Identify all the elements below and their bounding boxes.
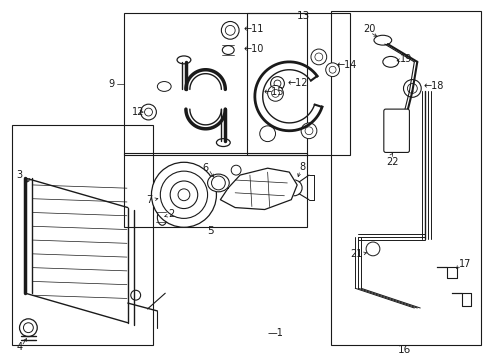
Polygon shape xyxy=(220,168,297,210)
Text: 21: 21 xyxy=(349,249,362,259)
Circle shape xyxy=(211,176,225,190)
Text: 16: 16 xyxy=(397,345,410,355)
Text: 19: 19 xyxy=(399,54,411,64)
Ellipse shape xyxy=(157,82,171,91)
Bar xyxy=(12,125,153,345)
Circle shape xyxy=(221,22,239,39)
Circle shape xyxy=(151,162,216,227)
Circle shape xyxy=(170,181,197,208)
Ellipse shape xyxy=(373,35,391,45)
FancyBboxPatch shape xyxy=(383,109,408,152)
Bar xyxy=(246,13,349,156)
Bar xyxy=(123,13,306,156)
Circle shape xyxy=(366,242,379,256)
Circle shape xyxy=(305,127,312,135)
Circle shape xyxy=(270,77,284,90)
Text: 12: 12 xyxy=(131,107,144,117)
Text: —1: —1 xyxy=(267,328,283,338)
Circle shape xyxy=(267,85,283,101)
Text: 13: 13 xyxy=(297,11,310,21)
Circle shape xyxy=(144,108,152,116)
Circle shape xyxy=(160,171,207,219)
Text: 20: 20 xyxy=(363,24,375,34)
Circle shape xyxy=(271,89,279,97)
Text: ←12: ←12 xyxy=(287,77,307,87)
Text: 3: 3 xyxy=(17,170,22,180)
Circle shape xyxy=(310,49,326,65)
Circle shape xyxy=(328,66,335,73)
Circle shape xyxy=(178,189,189,201)
Circle shape xyxy=(225,26,235,35)
Circle shape xyxy=(20,319,37,337)
Circle shape xyxy=(403,80,420,97)
Text: ←10: ←10 xyxy=(243,44,263,54)
Ellipse shape xyxy=(222,46,234,54)
Circle shape xyxy=(130,290,141,300)
Bar xyxy=(330,11,480,345)
Ellipse shape xyxy=(382,57,398,67)
Circle shape xyxy=(301,123,316,139)
Text: ←11: ←11 xyxy=(243,24,263,34)
Ellipse shape xyxy=(157,210,167,225)
Text: 4: 4 xyxy=(17,342,22,352)
Circle shape xyxy=(259,126,275,141)
Ellipse shape xyxy=(216,139,230,147)
Text: 17: 17 xyxy=(458,259,470,269)
Polygon shape xyxy=(451,293,470,306)
Circle shape xyxy=(273,80,280,87)
Text: 6: 6 xyxy=(202,163,208,173)
Circle shape xyxy=(231,165,241,175)
Circle shape xyxy=(23,323,33,333)
Text: 9: 9 xyxy=(108,78,114,89)
Circle shape xyxy=(141,104,156,120)
Text: 8: 8 xyxy=(299,162,305,172)
Text: ←18: ←18 xyxy=(422,81,443,91)
Text: 22: 22 xyxy=(385,157,397,167)
Circle shape xyxy=(286,180,302,196)
Circle shape xyxy=(325,63,339,77)
Polygon shape xyxy=(436,267,456,278)
Text: ←15: ←15 xyxy=(263,87,284,97)
Circle shape xyxy=(407,84,416,93)
Ellipse shape xyxy=(177,56,190,64)
Text: 5: 5 xyxy=(207,226,213,236)
Bar xyxy=(123,153,306,227)
Text: 2: 2 xyxy=(168,210,174,220)
Ellipse shape xyxy=(207,174,229,192)
Text: ←14: ←14 xyxy=(336,60,356,70)
Circle shape xyxy=(314,53,322,61)
Text: 7: 7 xyxy=(146,195,152,205)
